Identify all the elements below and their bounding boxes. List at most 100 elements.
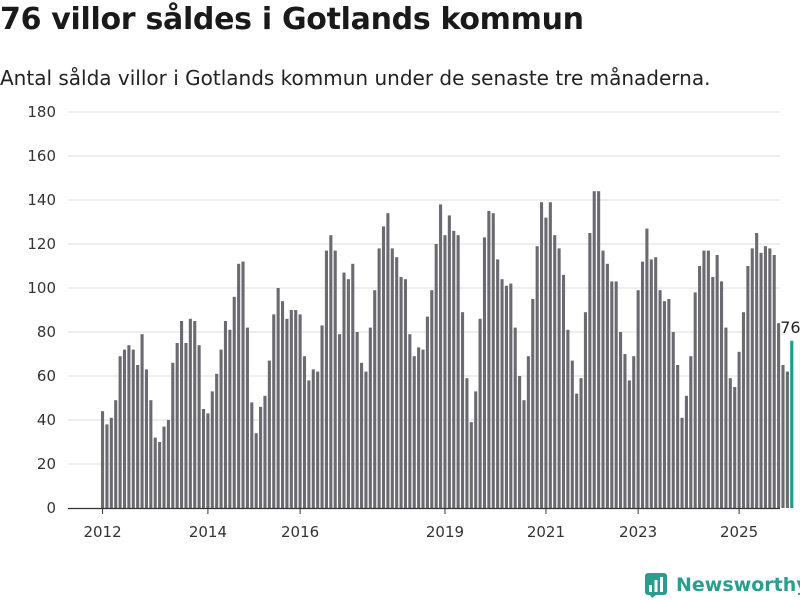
- bar: [399, 277, 403, 508]
- bar: [412, 356, 416, 508]
- y-tick-label: 180: [27, 103, 56, 121]
- bar: [456, 235, 460, 508]
- bar: [566, 329, 570, 508]
- bar: [368, 327, 372, 508]
- bar: [719, 281, 724, 508]
- bar: [101, 411, 105, 508]
- bar: [408, 334, 412, 508]
- bar: [654, 257, 658, 508]
- bar: [425, 316, 429, 508]
- bar: [504, 285, 508, 508]
- bar: [741, 312, 746, 508]
- bar: [421, 349, 425, 508]
- bar: [294, 310, 298, 508]
- bar: [513, 327, 517, 508]
- bar: [698, 266, 702, 508]
- bar: [302, 356, 307, 508]
- bar: [561, 274, 566, 508]
- bar: [755, 233, 759, 508]
- bar: [548, 202, 552, 508]
- bar: [193, 321, 197, 508]
- bar: [403, 279, 408, 508]
- newsworthy-logo-icon: [645, 573, 667, 598]
- bar: [785, 371, 789, 508]
- bar: [342, 272, 346, 508]
- bar: [746, 266, 750, 508]
- bar: [733, 387, 737, 508]
- bar: [482, 237, 487, 508]
- bar: [636, 290, 640, 508]
- y-tick-label: 120: [27, 235, 56, 253]
- bar: [311, 369, 315, 508]
- bar: [320, 325, 324, 508]
- bar: [531, 299, 535, 508]
- bar: [619, 332, 623, 508]
- bar: [544, 217, 548, 508]
- bar: [443, 235, 447, 508]
- bar: [474, 391, 478, 508]
- bar: [434, 244, 438, 508]
- bar: [263, 395, 267, 508]
- bar: [109, 417, 113, 508]
- bar: [645, 228, 649, 508]
- bar: [583, 312, 587, 508]
- bar: [693, 292, 697, 508]
- bar: [180, 321, 184, 508]
- bar: [592, 191, 596, 508]
- bar: [540, 202, 544, 508]
- bar: [750, 248, 754, 508]
- x-tick-label: 2019: [426, 523, 464, 541]
- bar: [627, 380, 631, 508]
- bar: [702, 250, 706, 508]
- bar: [763, 246, 767, 508]
- bar: [289, 310, 293, 508]
- x-tick-label: 2025: [720, 523, 758, 541]
- brand-logo: Newsworthy: [644, 570, 800, 600]
- bar: [333, 250, 337, 508]
- bar: [144, 369, 148, 508]
- x-tick-label: 2023: [619, 523, 657, 541]
- bar: [381, 226, 386, 508]
- highlight-value-label: 76: [780, 318, 800, 337]
- bar: [390, 248, 394, 508]
- brand-name: Newsworthy: [676, 574, 800, 596]
- bar: [706, 250, 710, 508]
- bar: [614, 281, 618, 508]
- bar: [658, 290, 662, 508]
- x-tick-label: 2016: [281, 523, 319, 541]
- bar: [272, 314, 276, 508]
- bar: [588, 233, 592, 508]
- bar: [285, 318, 289, 508]
- y-tick-label: 60: [37, 367, 56, 385]
- bar: [324, 250, 328, 508]
- bar-chart: 0 20 40 60 80 100 120 140 160 180 2012 2014 2016 2019…: [27, 103, 800, 541]
- bar: [250, 402, 254, 508]
- bar: [215, 373, 219, 508]
- bar: [439, 204, 443, 508]
- bar: [127, 345, 131, 508]
- bar: [346, 279, 350, 508]
- bar: [781, 365, 785, 508]
- bar: [267, 360, 271, 508]
- bar: [662, 301, 667, 508]
- bar: [166, 420, 170, 508]
- bar: [237, 263, 241, 508]
- bar: [535, 246, 539, 508]
- bar: [201, 409, 206, 508]
- x-tick-label: 2012: [83, 523, 121, 541]
- bar: [579, 378, 583, 508]
- bar: [175, 343, 179, 508]
- bar: [632, 356, 636, 508]
- bar: [241, 261, 245, 508]
- bar: [465, 378, 469, 508]
- bar: [377, 248, 381, 508]
- bar: [355, 332, 359, 508]
- bar: [114, 400, 118, 508]
- bar: [245, 327, 249, 508]
- bar: [417, 347, 421, 508]
- bar: [676, 365, 680, 508]
- bar: [162, 426, 166, 508]
- bar: [649, 259, 653, 508]
- bar: [360, 362, 364, 508]
- bar: [557, 248, 561, 508]
